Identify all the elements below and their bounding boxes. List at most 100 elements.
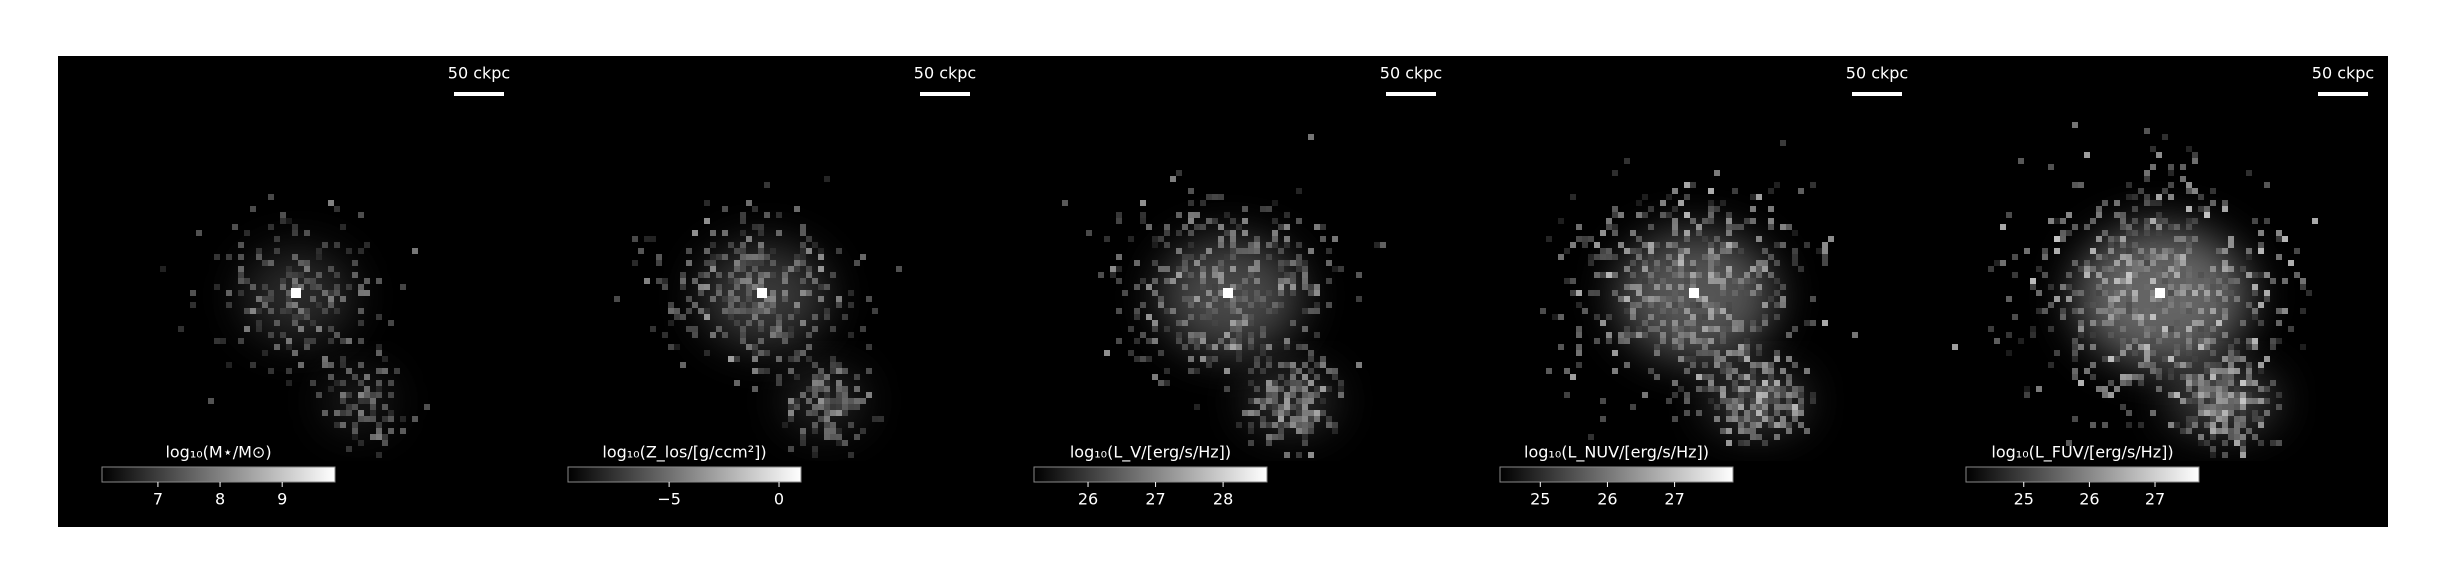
- pixel: [1218, 338, 1224, 344]
- pixel: [1738, 398, 1744, 404]
- pixel: [1720, 326, 1726, 332]
- pixel: [1212, 296, 1218, 302]
- pixel: [830, 368, 836, 374]
- pixel: [2168, 302, 2174, 308]
- pixel: [866, 296, 872, 302]
- pixel: [322, 308, 328, 314]
- pixel: [746, 308, 752, 314]
- pixel: [1308, 356, 1314, 362]
- pixel: [2210, 386, 2216, 392]
- pixel: [1798, 398, 1804, 404]
- pixel: [1822, 320, 1828, 326]
- pixel: [1248, 422, 1254, 428]
- pixel: [1672, 218, 1678, 224]
- pixel: [1726, 398, 1732, 404]
- pixel: [2108, 392, 2114, 398]
- pixel: [1266, 380, 1272, 386]
- pixel: [2180, 308, 2186, 314]
- pixel: [1570, 374, 1576, 380]
- pixel: [734, 308, 740, 314]
- pixel: [1272, 200, 1278, 206]
- pixel: [2072, 122, 2078, 128]
- pixel: [1792, 230, 1798, 236]
- pixel: [1684, 248, 1690, 254]
- pixel: [340, 338, 346, 344]
- pixel: [782, 266, 788, 272]
- pixel: [2180, 374, 2186, 380]
- pixel: [1140, 218, 1146, 224]
- pixel: [2210, 380, 2216, 386]
- pixel: [1630, 248, 1636, 254]
- pixel: [2174, 350, 2180, 356]
- pixel: [1248, 302, 1254, 308]
- pixel: [2174, 320, 2180, 326]
- pixel: [1272, 422, 1278, 428]
- pixel: [2066, 212, 2072, 218]
- pixel: [1266, 242, 1272, 248]
- pixel: [1780, 404, 1786, 410]
- pixel: [1756, 416, 1762, 422]
- pixel: [680, 362, 686, 368]
- pixel: [1188, 230, 1194, 236]
- pixel: [1792, 254, 1798, 260]
- pixel: [400, 284, 406, 290]
- pixel: [722, 296, 728, 302]
- colorbar-label: log₁₀(L_V/[erg/s/Hz]): [1070, 443, 1231, 463]
- pixel: [1726, 410, 1732, 416]
- pixel: [2192, 392, 2198, 398]
- pixel: [2006, 350, 2012, 356]
- pixel: [1182, 284, 1188, 290]
- pixel: [1302, 284, 1308, 290]
- pixel: [1314, 386, 1320, 392]
- pixel: [2012, 254, 2018, 260]
- pixel: [424, 404, 430, 410]
- pixel: [268, 296, 274, 302]
- pixel: [680, 284, 686, 290]
- pixel: [2240, 446, 2246, 452]
- pixel: [2114, 290, 2120, 296]
- pixel: [848, 404, 854, 410]
- pixel: [770, 248, 776, 254]
- pixel: [2204, 278, 2210, 284]
- pixel: [1738, 386, 1744, 392]
- pixel: [286, 272, 292, 278]
- pixel: [794, 356, 800, 362]
- pixel: [2240, 440, 2246, 446]
- pixel: [1116, 266, 1122, 272]
- pixel: [734, 380, 740, 386]
- pixel: [2096, 320, 2102, 326]
- pixel: [1988, 326, 1994, 332]
- pixel: [262, 350, 268, 356]
- pixel: [2138, 344, 2144, 350]
- pixel: [1732, 320, 1738, 326]
- pixel: [1224, 386, 1230, 392]
- pixel: [316, 248, 322, 254]
- pixel: [1768, 362, 1774, 368]
- pixel: [842, 440, 848, 446]
- pixel: [2156, 254, 2162, 260]
- pixel: [2192, 158, 2198, 164]
- pixel: [734, 356, 740, 362]
- pixel: [788, 266, 794, 272]
- pixel: [1684, 182, 1690, 188]
- pixel: [1206, 356, 1212, 362]
- pixel: [1738, 248, 1744, 254]
- pixel: [1678, 356, 1684, 362]
- pixel: [2078, 320, 2084, 326]
- pixel: [1284, 398, 1290, 404]
- pixel: [1236, 320, 1242, 326]
- pixel: [1666, 320, 1672, 326]
- pixel: [698, 284, 704, 290]
- pixel: [1780, 302, 1786, 308]
- pixel: [1660, 338, 1666, 344]
- pixel: [352, 428, 358, 434]
- pixel: [1708, 248, 1714, 254]
- pixel: [304, 344, 310, 350]
- pixel: [1612, 290, 1618, 296]
- pixel: [1612, 170, 1618, 176]
- pixel: [1254, 362, 1260, 368]
- pixel: [758, 368, 764, 374]
- pixel: [1224, 284, 1230, 290]
- pixel: [1272, 386, 1278, 392]
- pixel: [1714, 404, 1720, 410]
